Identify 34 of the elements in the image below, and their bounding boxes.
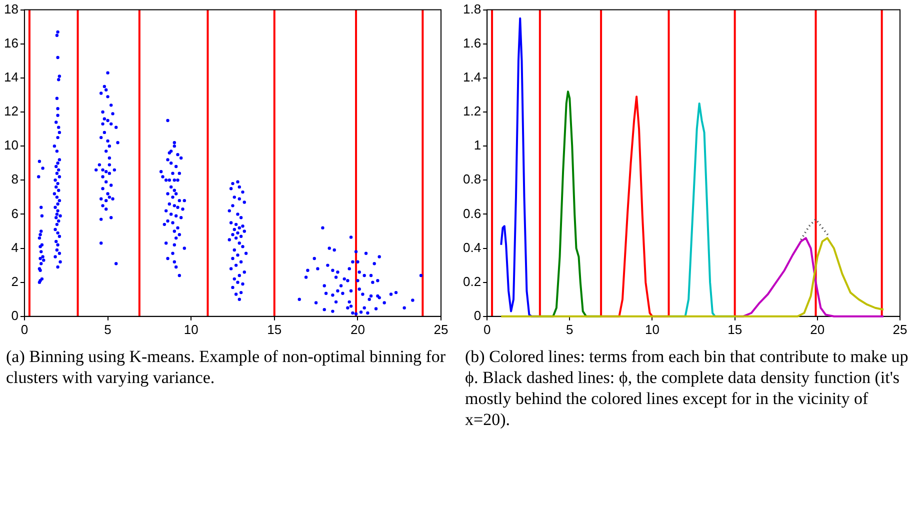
y-tick-label: 0.8 — [462, 172, 482, 187]
y-tick-label: 4 — [11, 240, 18, 255]
y-tick-label: 8 — [11, 172, 18, 187]
text: (b) Colored lines: terms from each bin that contribute to make up ϕ. Black dashed lines: ϕ, the complete data density function (it's mostly behind the colored lines except for in the vicinity of x=20). — [465, 346, 910, 430]
y-tick-label: 1 — [474, 138, 482, 153]
x-tick-label: 10 — [184, 322, 198, 337]
x-tick-label: 20 — [350, 322, 365, 337]
x-tick-label: 15 — [728, 322, 742, 337]
y-tick-label: 1.4 — [462, 70, 482, 85]
x-tick-label: 10 — [645, 322, 660, 337]
x-tick-label: 5 — [566, 322, 574, 337]
y-tick-label: 0.2 — [462, 274, 482, 289]
y-tick-label: 12 — [4, 104, 18, 119]
y-tick-label: 6 — [11, 206, 18, 221]
x-tick-label: 5 — [104, 322, 112, 337]
y-tick-label: 0.6 — [462, 206, 482, 221]
y-tick-label: 0 — [11, 308, 18, 323]
x-tick-label: 15 — [267, 322, 282, 337]
y-tick-label: 1.8 — [462, 1, 482, 16]
y-tick-label: 1.6 — [462, 35, 482, 50]
y-tick-label: 0.4 — [462, 240, 482, 255]
x-tick-label: 20 — [810, 322, 825, 337]
y-tick-label: 18 — [4, 1, 18, 16]
y-tick-label: 14 — [4, 70, 18, 85]
y-tick-label: 1.2 — [462, 104, 482, 119]
x-tick-label: 25 — [434, 322, 448, 337]
x-tick-label: 25 — [892, 322, 908, 337]
y-tick-label: 0 — [474, 308, 482, 323]
x-tick-label: 0 — [483, 322, 491, 337]
y-tick-label: 16 — [4, 35, 18, 50]
y-tick-label: 2 — [11, 274, 18, 289]
text: (a) Binning using K-means. Example of non-optimal binning for clusters with varying variance. — [6, 346, 447, 388]
y-tick-label: 10 — [4, 138, 18, 153]
x-tick-label: 0 — [20, 322, 28, 337]
